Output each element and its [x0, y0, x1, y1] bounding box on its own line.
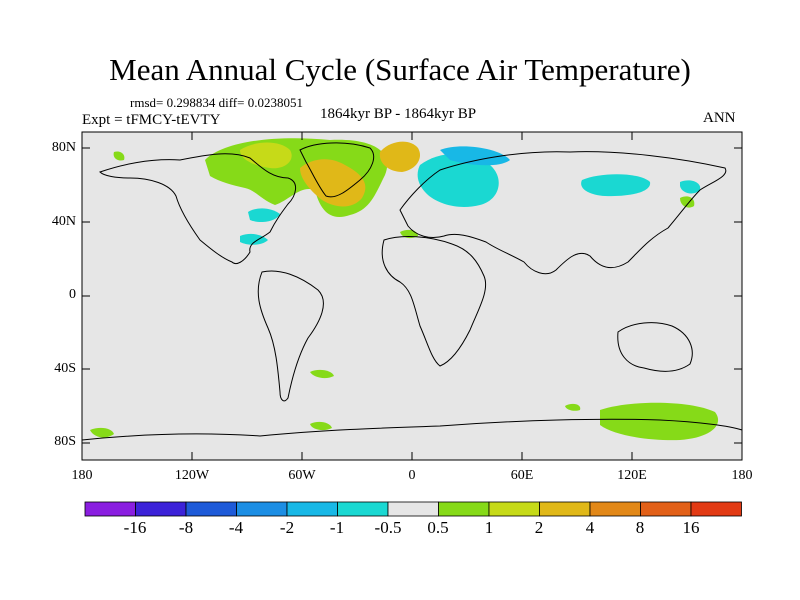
- anomaly-antarctica-green: [90, 402, 719, 441]
- colorbar-swatch: [488, 501, 540, 517]
- anomaly-scandinavia-cool: [417, 153, 499, 207]
- anomaly-mediterranean-green: [400, 229, 418, 239]
- lon-tick-120e: 120E: [617, 468, 647, 483]
- lon-tick-0: 0: [408, 468, 416, 483]
- colorbar-swatch: [690, 501, 742, 517]
- anomaly-northeast-us-cool: [248, 208, 280, 222]
- colorbar-label: 2: [534, 518, 544, 537]
- colorbar-swatch: [84, 501, 136, 517]
- colorbar-label: 8: [635, 518, 645, 537]
- colorbar-swatch: [589, 501, 641, 517]
- colorbar-swatch: [135, 501, 187, 517]
- colorbar-label: 0.5: [427, 518, 449, 537]
- lat-tick-40n: 40N: [51, 214, 76, 229]
- anomaly-barents-cool: [440, 146, 510, 166]
- lat-tick-40s: 40S: [54, 361, 76, 376]
- anomaly-indian-ocean-green: [565, 403, 581, 411]
- anomaly-southern-ocean-green: [310, 369, 334, 379]
- colorbar: [84, 501, 742, 517]
- lat-tick-0: 0: [69, 287, 76, 302]
- coastline-south-america: [257, 270, 324, 402]
- axis-ticks: [82, 132, 742, 460]
- colorbar-label: -4: [228, 518, 244, 537]
- coastline-north-america: [99, 153, 296, 265]
- coastline-antarctica: [81, 418, 743, 441]
- anomaly-siberia-cool: [581, 174, 651, 197]
- colorbar-swatch: [438, 501, 490, 517]
- coastline-eurasia: [399, 151, 727, 275]
- chart-title: Mean Annual Cycle (Surface Air Temperatu…: [109, 52, 691, 87]
- colorbar-label: -16: [123, 518, 147, 537]
- anomaly-pacific-green: [680, 196, 695, 208]
- colorbar-label: -0.5: [374, 518, 402, 537]
- experiment-label: Expt = tFMCY-tEVTY: [82, 112, 221, 128]
- colorbar-label: 16: [682, 518, 700, 537]
- stats-text: rmsd= 0.298834 diff= 0.0238051: [130, 95, 303, 110]
- lon-tick-180e: 180: [731, 468, 753, 483]
- coastline-australia: [617, 322, 693, 372]
- colorbar-label: -1: [329, 518, 345, 537]
- anomaly-alaska-green: [113, 151, 125, 161]
- colorbar-swatch: [640, 501, 692, 517]
- anomaly-greenland-warm: [300, 159, 366, 207]
- colorbar-label: -2: [279, 518, 295, 537]
- lon-tick-180w: 180: [71, 468, 93, 483]
- anomaly-arctic-warm: [379, 141, 421, 172]
- coastline-africa: [381, 236, 486, 367]
- colorbar-label: 1: [484, 518, 494, 537]
- colorbar-swatch: [236, 501, 288, 517]
- coastline-greenland: [299, 142, 375, 198]
- period-label: 1864kyr BP - 1864kyr BP: [320, 106, 477, 122]
- colorbar-swatch: [286, 501, 338, 517]
- lat-tick-80n: 80N: [51, 140, 76, 155]
- anomaly-hudson-warm: [240, 142, 292, 169]
- colorbar-swatch: [337, 501, 389, 517]
- colorbar-swatch: [539, 501, 591, 517]
- colorbar-label: 4: [585, 518, 595, 537]
- coastlines: [81, 142, 743, 441]
- anomaly-gulf-cool: [240, 233, 268, 245]
- colorbar-swatch: [185, 501, 237, 517]
- season-label: ANN: [703, 110, 736, 126]
- lon-tick-60e: 60E: [510, 468, 534, 483]
- lon-tick-120w: 120W: [174, 468, 210, 483]
- lon-tick-60w: 60W: [288, 468, 316, 483]
- anomaly-north-pacific-cool: [680, 180, 701, 194]
- colorbar-label: -8: [178, 518, 194, 537]
- lat-tick-80s: 80S: [54, 434, 76, 449]
- colorbar-swatch: [387, 501, 439, 517]
